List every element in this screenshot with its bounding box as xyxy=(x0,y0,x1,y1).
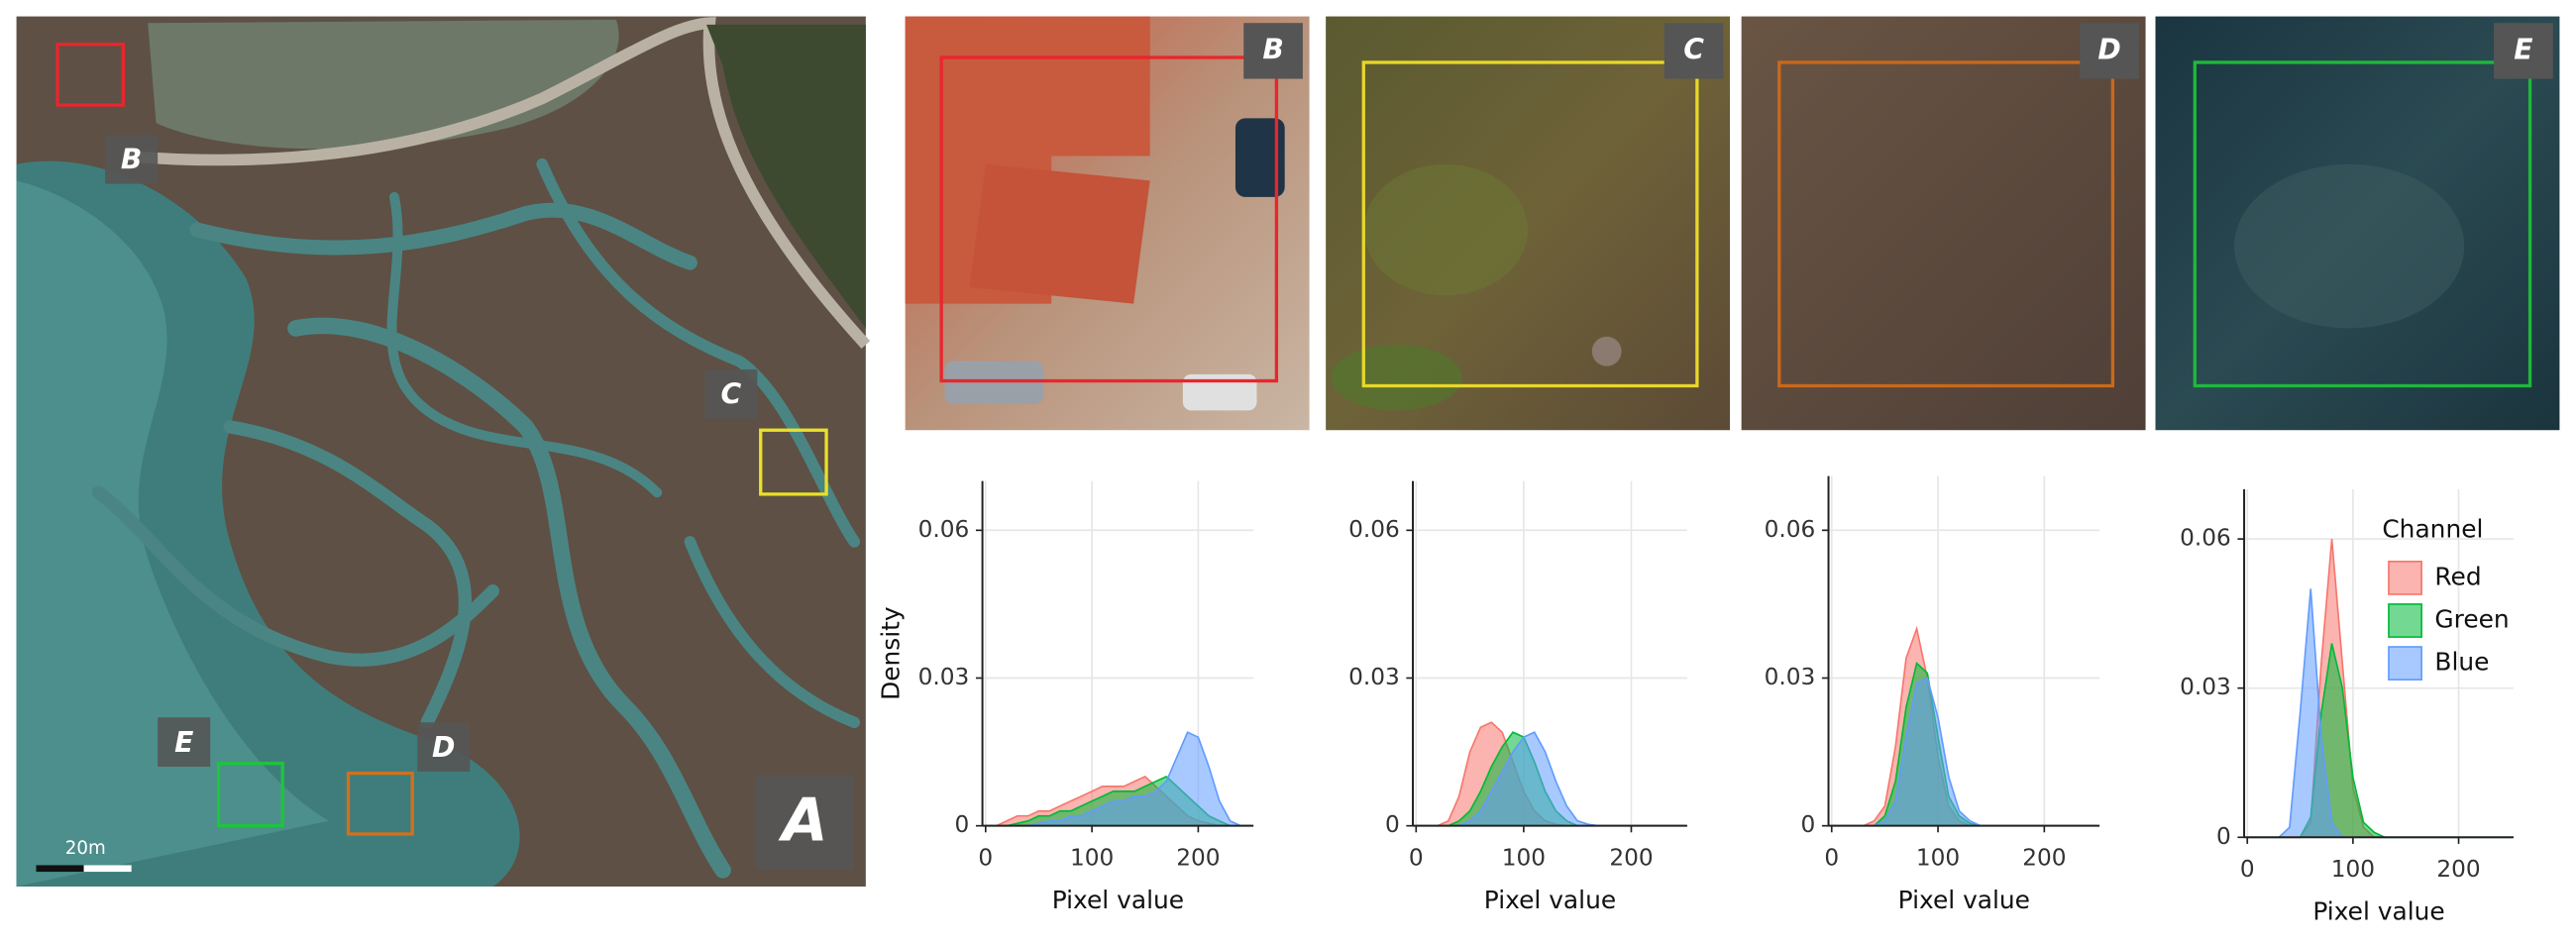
region-box xyxy=(1777,60,2115,388)
tile: B xyxy=(905,16,1310,431)
x-tick-label: 200 xyxy=(1176,844,1220,871)
label-box xyxy=(417,722,471,772)
x-tick-label: 200 xyxy=(2436,856,2480,883)
x-tick-label: 0 xyxy=(978,844,993,871)
x-tick-label: 0 xyxy=(1824,844,1839,871)
map-label: A xyxy=(778,787,827,856)
density-area xyxy=(1831,677,2097,827)
legend-key xyxy=(2388,603,2422,638)
x-tick-label: 0 xyxy=(1409,844,1424,871)
y-tick-label: 0 xyxy=(1801,811,1816,838)
y-axis-label: Density xyxy=(876,606,905,699)
x-tick-label: 100 xyxy=(2331,856,2375,883)
car xyxy=(1182,373,1257,411)
region-box xyxy=(939,55,1279,383)
tile-label: D xyxy=(2097,33,2120,65)
density-area xyxy=(1831,662,2097,827)
label-box xyxy=(2494,23,2553,79)
label-box xyxy=(704,368,758,419)
texture xyxy=(1363,163,1529,296)
region-box xyxy=(346,771,414,836)
x-tick-label: 0 xyxy=(2240,856,2255,883)
x-axis-label: Pixel value xyxy=(1484,886,1616,914)
panel-label: D xyxy=(432,731,455,764)
texture xyxy=(1331,345,1462,411)
y-tick-label: 0 xyxy=(2216,823,2231,850)
region-box xyxy=(759,428,828,496)
channels xyxy=(91,157,861,879)
tile: D xyxy=(1741,16,2146,431)
x-tick-label: 100 xyxy=(1916,844,1960,871)
scale-bar xyxy=(36,865,84,873)
x-axis-label: Pixel value xyxy=(1898,886,2030,914)
water xyxy=(16,180,329,887)
x-tick-label: 200 xyxy=(2022,844,2066,871)
texture xyxy=(2234,163,2465,329)
scale-bar-label: 20m xyxy=(65,838,106,859)
tile-image xyxy=(1741,16,2146,431)
label-box xyxy=(105,134,159,184)
density-area xyxy=(985,731,1252,827)
y-tick-label: 0.03 xyxy=(2180,674,2231,700)
panel-label: C xyxy=(721,377,742,410)
y-tick-label: 0.06 xyxy=(1348,516,1400,543)
label-box xyxy=(2080,23,2139,79)
label-box xyxy=(1243,23,1303,79)
region-box xyxy=(216,762,284,828)
region-box xyxy=(55,43,126,107)
tile-label: C xyxy=(1683,33,1704,65)
y-tick-label: 0.06 xyxy=(2180,525,2231,552)
y-tick-label: 0.03 xyxy=(918,664,970,690)
legend-label: Green xyxy=(2434,604,2509,633)
legend-label: Blue xyxy=(2434,648,2489,677)
legend-key xyxy=(2388,560,2422,595)
texture xyxy=(1591,336,1622,367)
panel-label: E xyxy=(174,726,193,759)
x-axis-label: Pixel value xyxy=(2312,897,2444,926)
scale-bar xyxy=(83,865,132,873)
label-box xyxy=(158,717,211,768)
x-axis-label: Pixel value xyxy=(1052,886,1184,914)
y-tick-label: 0 xyxy=(955,811,970,838)
label-box xyxy=(1664,23,1724,79)
y-tick-label: 0 xyxy=(1385,811,1400,838)
x-tick-label: 100 xyxy=(1502,844,1546,871)
label-box xyxy=(755,775,855,871)
vegetation xyxy=(706,24,866,329)
tile-label: B xyxy=(1262,33,1283,65)
legend-key xyxy=(2388,646,2422,681)
legend-title: Channel xyxy=(2382,514,2483,543)
y-tick-label: 0.03 xyxy=(1765,664,1816,690)
region-box xyxy=(1361,60,1699,388)
tile: E xyxy=(2155,16,2560,431)
roof xyxy=(969,163,1150,304)
legend-label: Red xyxy=(2434,562,2481,590)
roof xyxy=(905,16,1150,304)
tile: C xyxy=(1326,16,1731,431)
y-tick-label: 0.06 xyxy=(1765,516,1816,543)
x-tick-label: 100 xyxy=(1070,844,1114,871)
density-area xyxy=(1831,625,2097,827)
car xyxy=(1234,118,1285,197)
y-tick-label: 0.06 xyxy=(918,516,970,543)
panel-label: B xyxy=(121,143,142,175)
aerial-map: B C D E A 20m xyxy=(16,16,871,887)
region-box xyxy=(2193,60,2532,388)
y-tick-label: 0.03 xyxy=(1348,664,1400,690)
road xyxy=(122,17,871,349)
x-tick-label: 200 xyxy=(1609,844,1653,871)
tile-label: E xyxy=(2514,33,2532,65)
density-charts: 0 0.03 0.06 0 100 200 Pixel value Density 0 0.03 0… xyxy=(876,475,2514,926)
